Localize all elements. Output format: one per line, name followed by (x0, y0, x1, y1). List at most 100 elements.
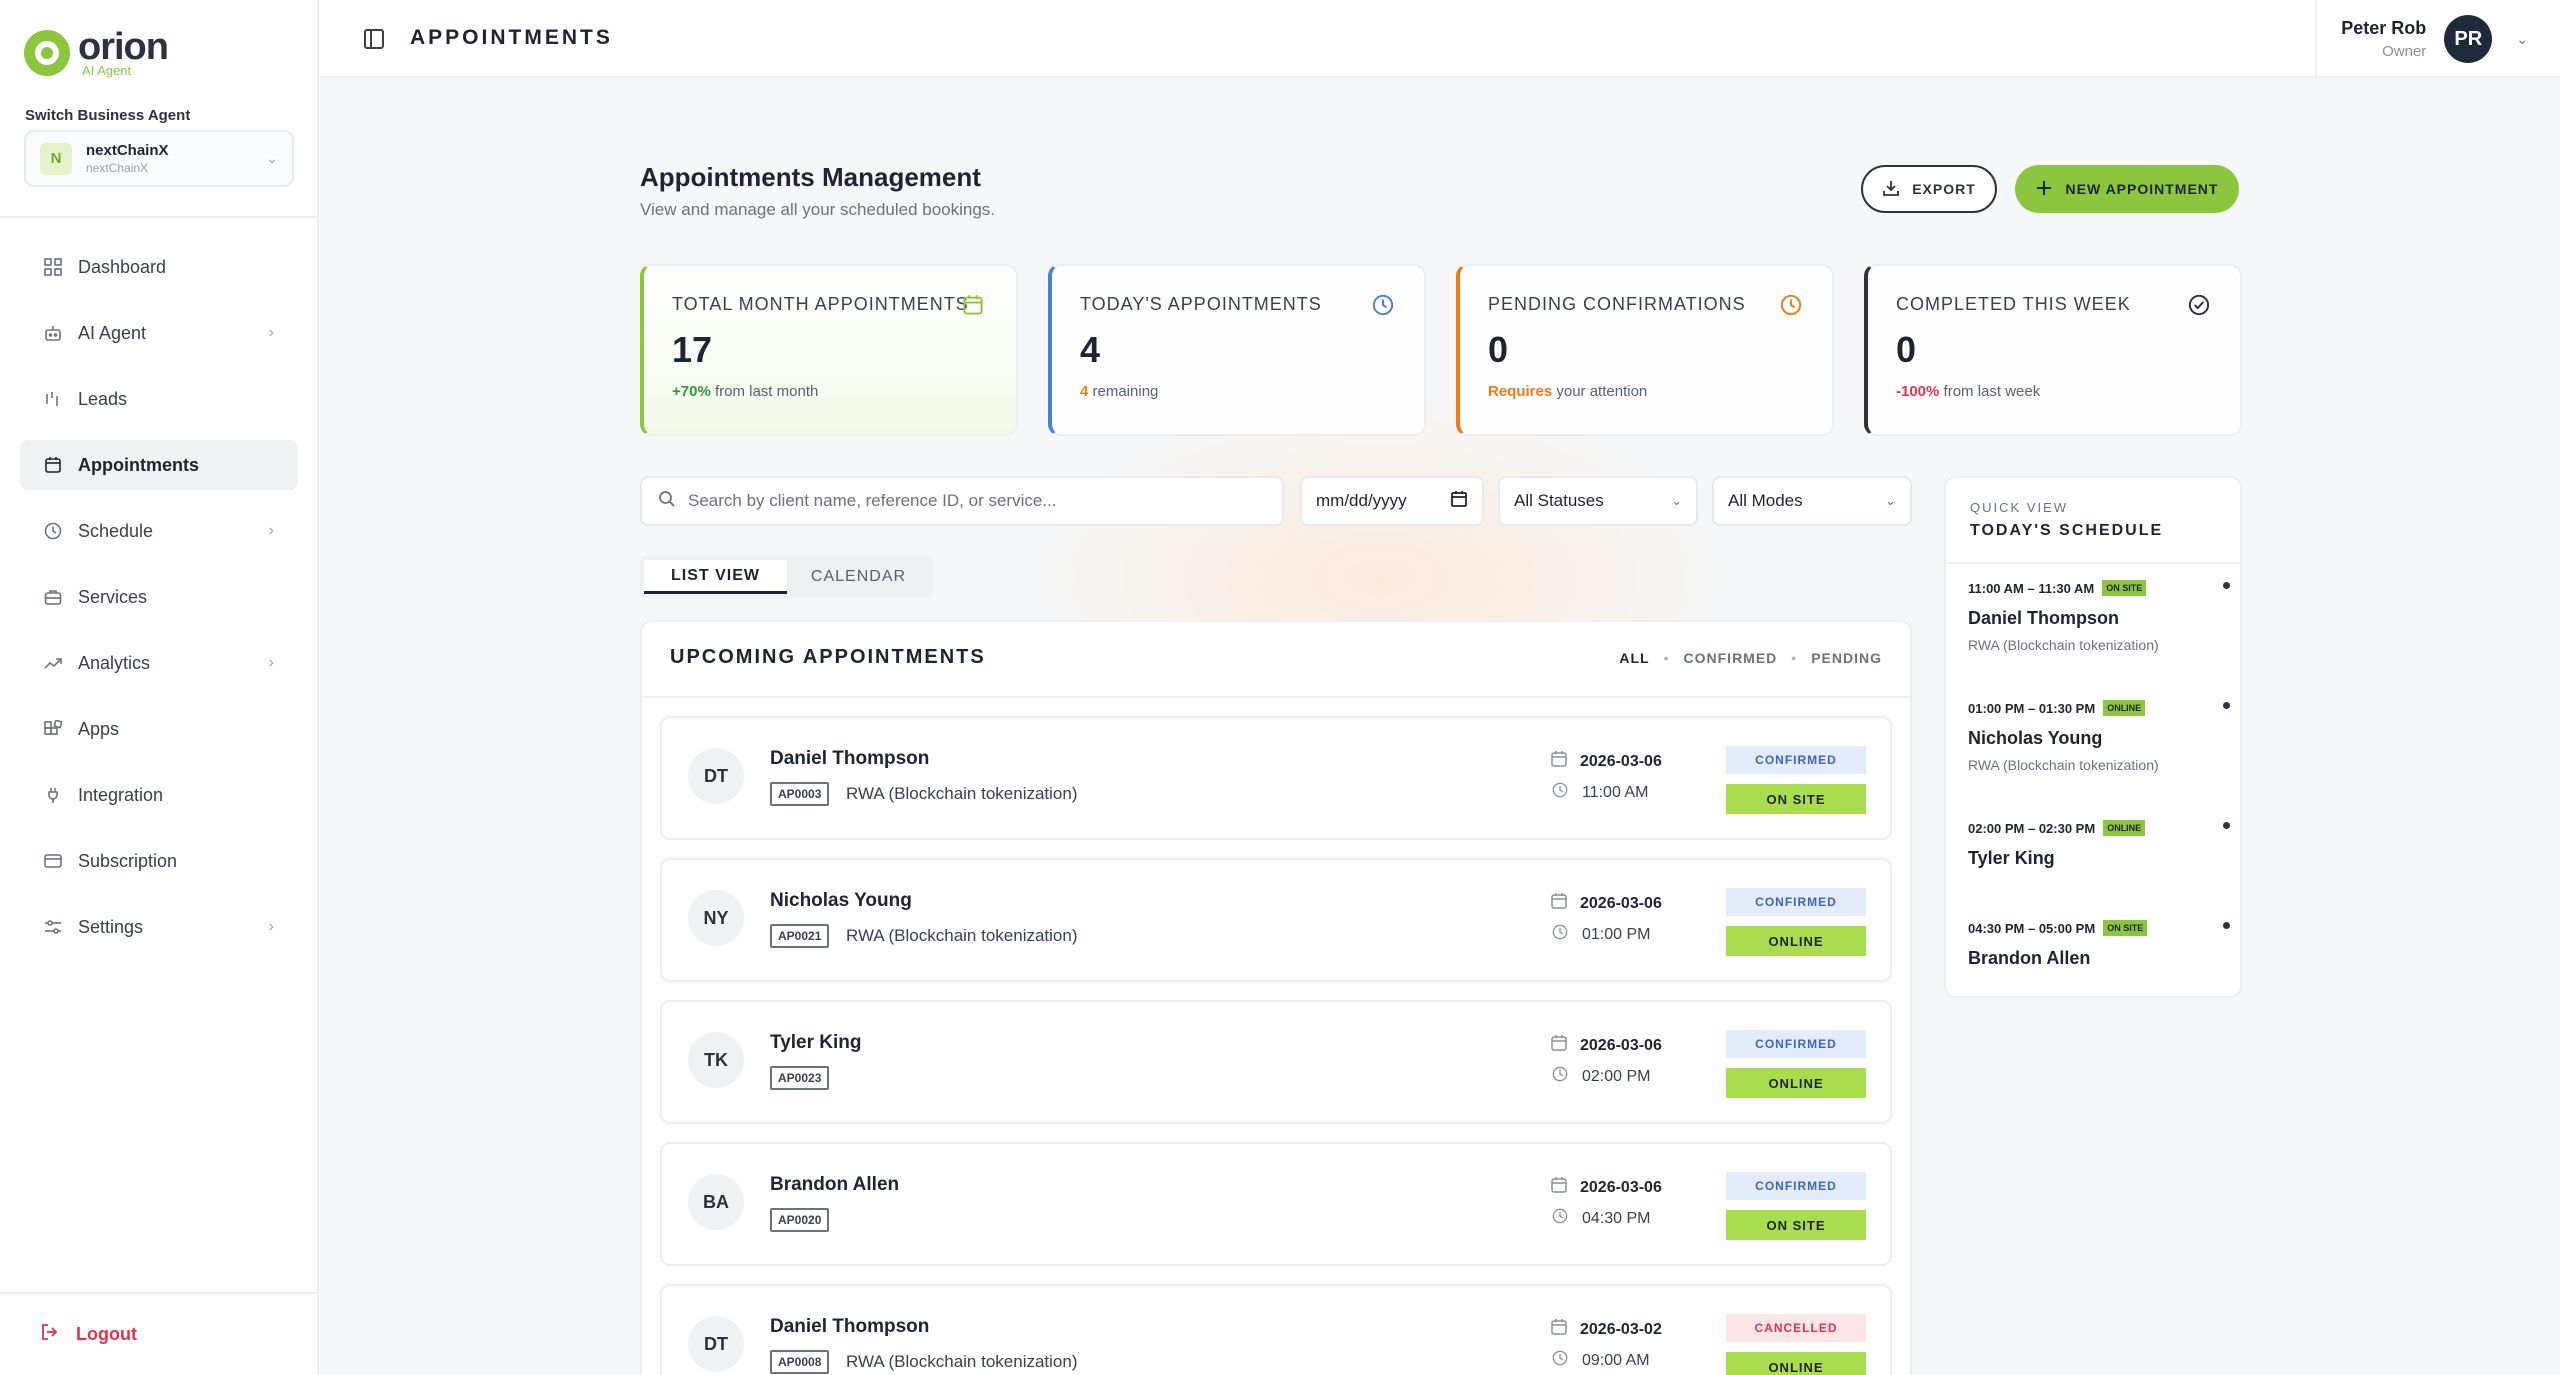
agent-switcher[interactable]: N nextChainX nextChainX ⌄ (24, 130, 294, 187)
clock-icon (1552, 1066, 1568, 1087)
top-header: APPOINTMENTS Peter Rob Owner PR ⌄ (320, 0, 2560, 78)
date-filter[interactable]: mm/dd/yyyy (1300, 476, 1484, 526)
stat-value: 4 (1080, 329, 1101, 370)
clock-icon (1552, 782, 1568, 803)
appointment-row[interactable]: DT Daniel Thompson AP0003 RWA (Blockchai… (660, 716, 1892, 840)
client-name: Tyler King (770, 1032, 862, 1053)
calendar-icon (1550, 1176, 1568, 1199)
sidebar-item-appointments[interactable]: Appointments (20, 440, 298, 490)
calendar-icon (1550, 892, 1568, 915)
new-appointment-label: NEW APPOINTMENT (2065, 181, 2219, 197)
sidebar-item-analytics[interactable]: Analytics › (20, 638, 298, 688)
new-appointment-button[interactable]: NEW APPOINTMENT (2015, 165, 2239, 213)
appointment-row[interactable]: TK Tyler King AP0023 2026-03-06 02:00 PM… (660, 1000, 1892, 1124)
status-select-value: All Statuses (1514, 491, 1604, 510)
status-badge: CONFIRMED (1726, 746, 1866, 774)
filter-pending[interactable]: PENDING (1811, 650, 1882, 666)
status-dot (2223, 582, 2230, 589)
appointment-row[interactable]: NY Nicholas Young AP0021 RWA (Blockchain… (660, 858, 1892, 982)
schedule-item[interactable]: 04:30 PM – 05:00 PM ON SITE Brandon Allen (1968, 920, 2230, 969)
schedule-item[interactable]: 11:00 AM – 11:30 AM ON SITE Daniel Thomps… (1968, 580, 2230, 653)
reference-id: AP0003 (770, 782, 830, 806)
logout-icon (40, 1322, 60, 1347)
sidebar-item-ai-agent[interactable]: AI Agent › (20, 308, 298, 358)
logout-label: Logout (76, 1324, 137, 1344)
search-input[interactable] (688, 491, 1266, 511)
sidebar-item-integration[interactable]: Integration (20, 770, 298, 820)
sliders-icon (44, 918, 62, 936)
clock-icon (1372, 294, 1394, 321)
page-title: Appointments Management (640, 162, 981, 192)
clock-icon (1552, 1208, 1568, 1229)
filter-confirmed[interactable]: CONFIRMED (1683, 650, 1778, 666)
export-label: EXPORT (1912, 181, 1976, 197)
mode-badge: ONLINE (2103, 820, 2146, 836)
chevron-right-icon: › (268, 918, 274, 935)
appointment-row[interactable]: BA Brandon Allen AP0020 2026-03-06 04:30… (660, 1142, 1892, 1266)
mode-select[interactable]: All Modes ⌄ (1712, 476, 1912, 526)
stat-card-today: TODAY'S APPOINTMENTS 4 4 remaining (1048, 264, 1426, 436)
logout-button[interactable]: Logout (40, 1322, 137, 1347)
card-icon (44, 852, 62, 870)
panel-filter-links: ALL • CONFIRMED • PENDING (1619, 650, 1882, 666)
sidebar-item-label: Integration (78, 784, 164, 805)
calendar-icon (962, 294, 984, 321)
avatar[interactable]: PR (2444, 15, 2493, 63)
client-name: Daniel Thompson (770, 1316, 930, 1337)
brand-logo[interactable]: orion AI Agent (24, 28, 169, 77)
trend-icon (44, 654, 62, 672)
schedule-client-name: Brandon Allen (1968, 948, 2091, 968)
sidebar-item-schedule[interactable]: Schedule › (20, 506, 298, 556)
chevron-down-icon: ⌄ (1885, 493, 1896, 508)
status-dot (2223, 922, 2230, 929)
chevron-down-icon[interactable]: ⌄ (2516, 30, 2528, 47)
sidebar-item-subscription[interactable]: Subscription (20, 836, 298, 886)
sidebar-item-label: Analytics (78, 652, 151, 673)
mode-badge: ON SITE (2102, 580, 2147, 596)
schedule-item[interactable]: 01:00 PM – 01:30 PM ONLINE Nicholas Young… (1968, 700, 2230, 773)
clock-icon (1552, 924, 1568, 945)
sidebar-item-dashboard[interactable]: Dashboard (20, 242, 298, 292)
sidebar-item-label: Appointments (78, 454, 199, 475)
filter-all[interactable]: ALL (1619, 650, 1650, 666)
service-name: RWA (Blockchain tokenization) (846, 1352, 1078, 1371)
client-avatar: DT (688, 748, 744, 804)
status-select[interactable]: All Statuses ⌄ (1498, 476, 1698, 526)
plug-icon (44, 786, 62, 804)
search-box[interactable] (640, 476, 1284, 526)
appointment-row[interactable]: DT Daniel Thompson AP0008 RWA (Blockchai… (660, 1284, 1892, 1375)
stat-note: your attention (1552, 383, 1648, 400)
schedule-client-name: Tyler King (1968, 848, 2055, 868)
client-avatar: BA (688, 1174, 744, 1230)
calendar-icon (1550, 1318, 1568, 1341)
page-subtitle: View and manage all your scheduled booki… (640, 200, 996, 219)
export-button[interactable]: EXPORT (1861, 165, 1997, 213)
stat-highlight: -100% (1896, 383, 1940, 400)
status-dot (2223, 702, 2230, 709)
agent-sub: nextChainX (86, 161, 149, 175)
main-content: Appointments Management View and manage … (320, 78, 2560, 1375)
sidebar-item-apps[interactable]: Apps (20, 704, 298, 754)
appointment-time: 11:00 AM (1582, 783, 1649, 801)
chevron-down-icon: ⌄ (1671, 493, 1682, 508)
sidebar-toggle-icon[interactable] (364, 29, 384, 49)
stat-card-pending: PENDING CONFIRMATIONS 0 Requires your at… (1456, 264, 1834, 436)
reference-id: AP0008 (770, 1350, 830, 1374)
tab-calendar[interactable]: CALENDAR (810, 568, 907, 585)
calendar-icon[interactable] (1450, 490, 1468, 513)
tab-list-view[interactable]: LIST VIEW (644, 560, 787, 594)
stat-value: 0 (1896, 329, 1917, 370)
schedule-item[interactable]: 02:00 PM – 02:30 PM ONLINE Tyler King (1968, 820, 2230, 869)
mode-badge: ONLINE (1726, 926, 1866, 956)
sidebar-item-leads[interactable]: Leads (20, 374, 298, 424)
sidebar-item-services[interactable]: Services (20, 572, 298, 622)
calendar-icon (1550, 1034, 1568, 1057)
robot-icon (44, 324, 62, 342)
status-badge: CONFIRMED (1726, 1172, 1866, 1200)
user-menu[interactable]: Peter Rob Owner PR ⌄ (2315, 0, 2560, 78)
sidebar-item-settings[interactable]: Settings › (20, 902, 298, 952)
stat-note: from last week (1939, 383, 2041, 400)
user-name: Peter Rob (2341, 18, 2427, 38)
appointment-date: 2026-03-06 (1580, 752, 1662, 770)
mode-badge: ON SITE (1726, 1210, 1866, 1240)
